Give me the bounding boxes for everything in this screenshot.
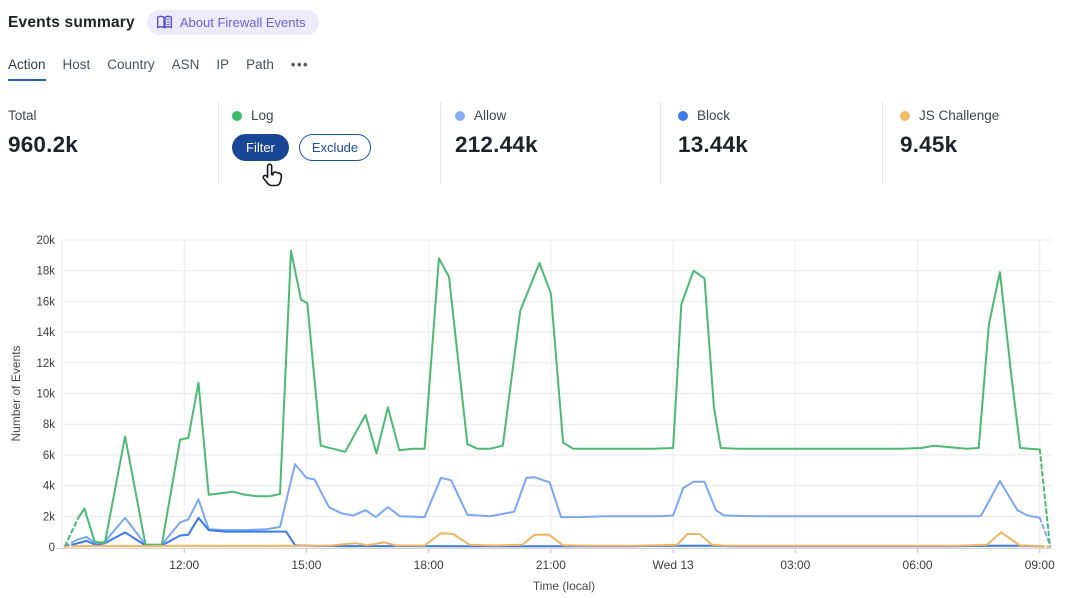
book-icon bbox=[156, 15, 173, 30]
tab-action[interactable]: Action bbox=[8, 57, 46, 81]
series-block bbox=[75, 516, 1041, 548]
y-tick-label: 4k bbox=[43, 481, 55, 493]
y-tick-label: 18k bbox=[36, 266, 55, 278]
allow-series-dot-icon bbox=[455, 110, 465, 121]
y-tick-label: 12k bbox=[36, 358, 55, 370]
stat-card-total: Total 960.2k bbox=[8, 108, 78, 158]
stat-label-allow: Allow bbox=[474, 108, 507, 123]
series-js-challenge bbox=[73, 531, 1041, 548]
x-tick-label: 21:00 bbox=[536, 558, 566, 572]
stat-card-allow[interactable]: Allow 212.44k bbox=[455, 108, 538, 158]
x-tick-label: 15:00 bbox=[291, 558, 321, 572]
series-allow bbox=[75, 463, 1041, 546]
stat-card-block[interactable]: Block 13.44k bbox=[678, 108, 748, 158]
y-tick-label: 10k bbox=[36, 389, 55, 401]
stat-card-log[interactable]: Log Filter Exclude bbox=[232, 108, 372, 161]
stat-value-total: 960.2k bbox=[8, 132, 79, 157]
series-block-lead bbox=[63, 542, 78, 548]
exclude-button[interactable]: Exclude bbox=[298, 134, 372, 161]
divider bbox=[218, 102, 219, 184]
stats-row: Total 960.2k Log Filter Exclude Allow 21… bbox=[0, 100, 1068, 190]
y-tick-label: 0 bbox=[49, 542, 55, 554]
facet-tabs: Action Host Country ASN IP Path ••• bbox=[8, 57, 309, 81]
tab-host[interactable]: Host bbox=[62, 57, 91, 72]
js-challenge-series-dot-icon bbox=[900, 110, 910, 121]
stat-label-log: Log bbox=[251, 108, 274, 123]
series-allow-lead bbox=[63, 539, 78, 548]
x-tick-label: 03:00 bbox=[780, 558, 810, 572]
y-tick-label: 20k bbox=[36, 235, 55, 247]
more-tabs-icon[interactable]: ••• bbox=[290, 57, 310, 72]
y-tick-label: 2k bbox=[43, 511, 55, 523]
series-log bbox=[77, 249, 1041, 546]
x-tick-label: 12:00 bbox=[169, 558, 199, 572]
tab-ip[interactable]: IP bbox=[216, 57, 230, 72]
log-series-dot-icon bbox=[232, 110, 242, 121]
x-tick-label: 18:00 bbox=[414, 558, 444, 572]
y-tick-label: 6k bbox=[43, 450, 55, 462]
tab-asn[interactable]: ASN bbox=[171, 57, 200, 72]
stat-label-block: Block bbox=[697, 108, 731, 123]
series-block-tail bbox=[1038, 545, 1051, 548]
page-title: Events summary bbox=[8, 13, 135, 31]
about-firewall-events-label: About Firewall Events bbox=[179, 15, 306, 30]
series-js-challenge-lead bbox=[63, 545, 76, 548]
stat-label-total: Total bbox=[8, 108, 37, 123]
stat-card-js-challenge[interactable]: JS Challenge 9.45k bbox=[900, 108, 999, 158]
about-firewall-events-link[interactable]: About Firewall Events bbox=[146, 10, 319, 35]
x-axis-title: Time (local) bbox=[533, 579, 595, 593]
x-tick-label: 09:00 bbox=[1025, 558, 1055, 572]
x-tick-label: 06:00 bbox=[903, 558, 933, 572]
stat-label-js-challenge: JS Challenge bbox=[919, 108, 1000, 123]
x-tick-label: Wed 13 bbox=[653, 558, 694, 572]
series-log-lead bbox=[63, 516, 80, 548]
series-log-tail bbox=[1038, 448, 1051, 548]
divider bbox=[440, 102, 441, 184]
divider bbox=[660, 102, 661, 184]
page-header: Events summary About Firewall Events bbox=[8, 10, 319, 35]
tab-country[interactable]: Country bbox=[107, 57, 155, 72]
stat-value-allow: 212.44k bbox=[455, 132, 538, 157]
block-series-dot-icon bbox=[678, 110, 688, 121]
stat-value-js-challenge: 9.45k bbox=[900, 132, 958, 157]
series-js-challenge-tail bbox=[1038, 545, 1051, 548]
y-axis-title: Number of Events bbox=[9, 345, 23, 441]
divider bbox=[882, 102, 883, 184]
stat-value-block: 13.44k bbox=[678, 132, 749, 157]
y-tick-label: 14k bbox=[36, 327, 55, 339]
filter-button[interactable]: Filter bbox=[232, 134, 289, 161]
y-tick-label: 8k bbox=[43, 419, 55, 431]
series-allow-tail bbox=[1038, 516, 1052, 548]
y-tick-label: 16k bbox=[36, 296, 55, 308]
tab-path[interactable]: Path bbox=[246, 57, 274, 72]
